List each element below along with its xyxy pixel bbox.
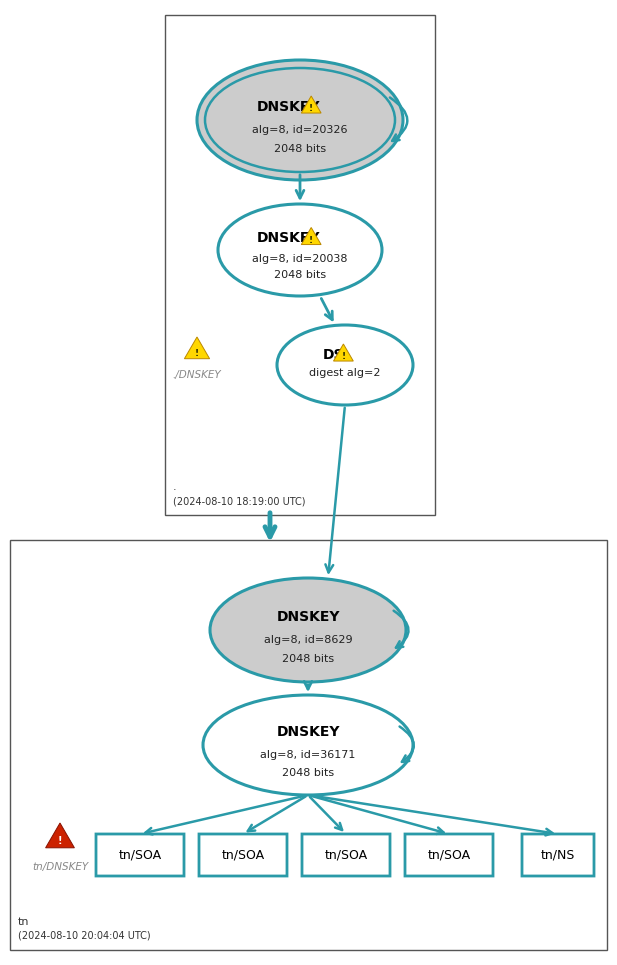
Ellipse shape [210, 578, 406, 682]
Polygon shape [334, 344, 354, 361]
Text: !: ! [341, 352, 346, 361]
Text: !: ! [195, 348, 199, 358]
Text: 2048 bits: 2048 bits [274, 270, 326, 280]
Text: DNSKEY: DNSKEY [256, 100, 320, 114]
Text: tn/DNSKEY: tn/DNSKEY [32, 862, 88, 872]
Text: tn: tn [18, 917, 30, 927]
Text: tn/SOA: tn/SOA [428, 848, 471, 862]
Text: DNSKEY: DNSKEY [276, 610, 340, 624]
Text: tn/SOA: tn/SOA [325, 848, 368, 862]
Text: (2024-08-10 18:19:00 UTC): (2024-08-10 18:19:00 UTC) [173, 496, 305, 506]
Text: 2048 bits: 2048 bits [282, 767, 334, 778]
Polygon shape [184, 337, 210, 359]
Bar [10, 540, 607, 950]
Text: tn/NS: tn/NS [541, 848, 575, 862]
Text: 2048 bits: 2048 bits [274, 144, 326, 153]
FancyArrowPatch shape [394, 611, 408, 648]
Text: 2048 bits: 2048 bits [282, 653, 334, 664]
FancyBboxPatch shape [96, 834, 184, 876]
Text: !: ! [309, 104, 313, 113]
FancyBboxPatch shape [522, 834, 594, 876]
Text: tn/SOA: tn/SOA [118, 848, 162, 862]
FancyBboxPatch shape [405, 834, 493, 876]
FancyBboxPatch shape [199, 834, 287, 876]
Text: ./DNSKEY: ./DNSKEY [173, 370, 222, 380]
Text: DNSKEY: DNSKEY [256, 232, 320, 245]
Text: digest alg=2: digest alg=2 [309, 368, 381, 378]
Ellipse shape [218, 204, 382, 296]
Text: alg=8, id=20038: alg=8, id=20038 [252, 254, 348, 264]
Text: tn/SOA: tn/SOA [222, 848, 265, 862]
FancyArrowPatch shape [400, 727, 414, 762]
Text: .: . [173, 482, 176, 492]
Ellipse shape [277, 325, 413, 405]
Text: alg=8, id=36171: alg=8, id=36171 [260, 750, 355, 760]
Ellipse shape [197, 60, 403, 180]
Text: !: ! [309, 235, 313, 245]
Polygon shape [301, 96, 321, 113]
Text: !: ! [58, 837, 62, 846]
Text: alg=8, id=8629: alg=8, id=8629 [263, 635, 352, 646]
FancyBboxPatch shape [302, 834, 390, 876]
Text: DS: DS [322, 348, 344, 362]
Bar [165, 15, 435, 515]
Text: DNSKEY: DNSKEY [276, 726, 340, 739]
Text: (2024-08-10 20:04:04 UTC): (2024-08-10 20:04:04 UTC) [18, 931, 151, 941]
Text: alg=8, id=20326: alg=8, id=20326 [252, 125, 348, 135]
Ellipse shape [205, 68, 395, 172]
FancyArrowPatch shape [390, 97, 407, 141]
Ellipse shape [203, 695, 413, 795]
Polygon shape [301, 228, 321, 244]
Polygon shape [46, 823, 75, 848]
